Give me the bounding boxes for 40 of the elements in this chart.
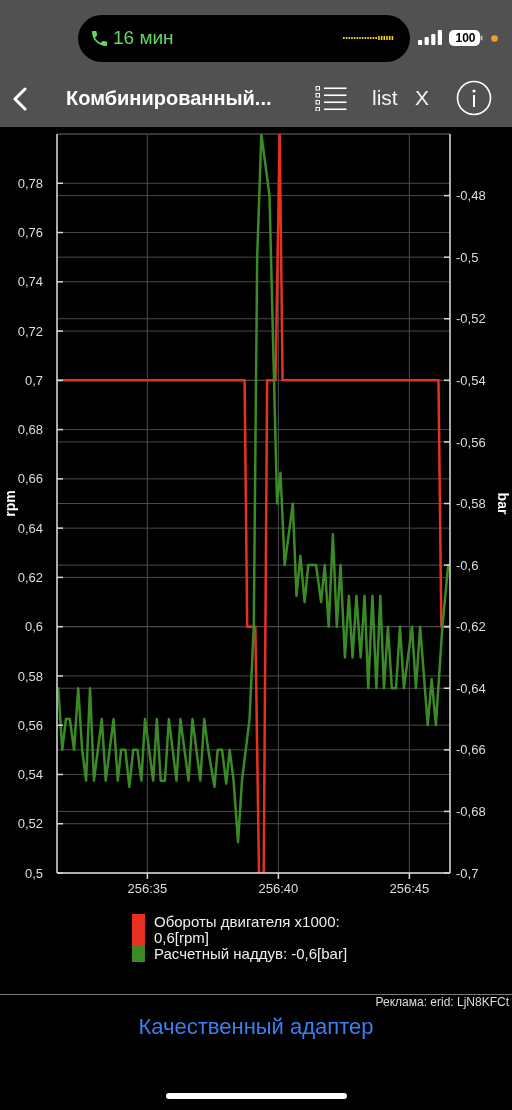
y-tick-label: 0,7	[24, 372, 43, 388]
y-tick-label: 0,76	[17, 225, 43, 241]
y2-tick-label: -0,48	[456, 188, 486, 204]
y2-tick-label: -0,64	[456, 680, 486, 696]
y-tick-label: 0,62	[17, 570, 43, 586]
legend-label: Расчетный наддув: -0,6[bar]	[154, 945, 349, 962]
y-axis-title: rpm	[2, 490, 18, 517]
y-tick-label: 0,56	[17, 717, 43, 733]
y-tick-label: 0,74	[17, 274, 43, 290]
y-tick-label: 0,52	[17, 816, 43, 832]
y2-tick-label: -0,62	[456, 619, 486, 635]
y2-tick-label: -0,68	[456, 804, 486, 820]
y2-tick-label: -0,66	[456, 742, 486, 758]
text: 16 мин	[113, 27, 174, 49]
y-tick-label: 0,5	[24, 865, 43, 881]
y2-tick-label: -0,7	[456, 865, 479, 881]
y2-tick-label: -0,6	[456, 557, 479, 573]
y-tick-label: 0,58	[17, 668, 43, 684]
y-tick-label: 0,54	[17, 767, 43, 783]
chart-title: Комбинированный...	[66, 86, 272, 110]
text: Реклама: erid: LjN8KFCt	[375, 995, 509, 1009]
y-tick-label: 0,78	[17, 175, 43, 191]
y2-axis-title: bar	[495, 492, 511, 515]
y2-tick-label: -0,58	[456, 496, 486, 512]
y2-tick-label: -0,54	[456, 372, 486, 388]
y-tick-label: 0,6	[24, 619, 43, 635]
text: X	[415, 86, 430, 110]
y2-tick-label: -0,52	[456, 311, 486, 327]
y-tick-label: 0,72	[17, 323, 43, 339]
y-tick-label: 0,68	[17, 422, 43, 438]
text: list	[372, 86, 398, 110]
x-tick-label: 256:40	[258, 881, 299, 897]
y-tick-label: 0,66	[17, 471, 43, 487]
legend-label: Обороты двигателя x1000: 0,6[rpm]	[154, 913, 341, 946]
y2-tick-label: -0,56	[456, 434, 486, 450]
text: Качественный адаптер	[137, 1013, 375, 1041]
y2-tick-label: -0,5	[456, 249, 479, 265]
x-tick-label: 256:35	[127, 881, 168, 897]
x-tick-label: 256:45	[389, 881, 430, 897]
y-tick-label: 0,64	[17, 520, 43, 536]
